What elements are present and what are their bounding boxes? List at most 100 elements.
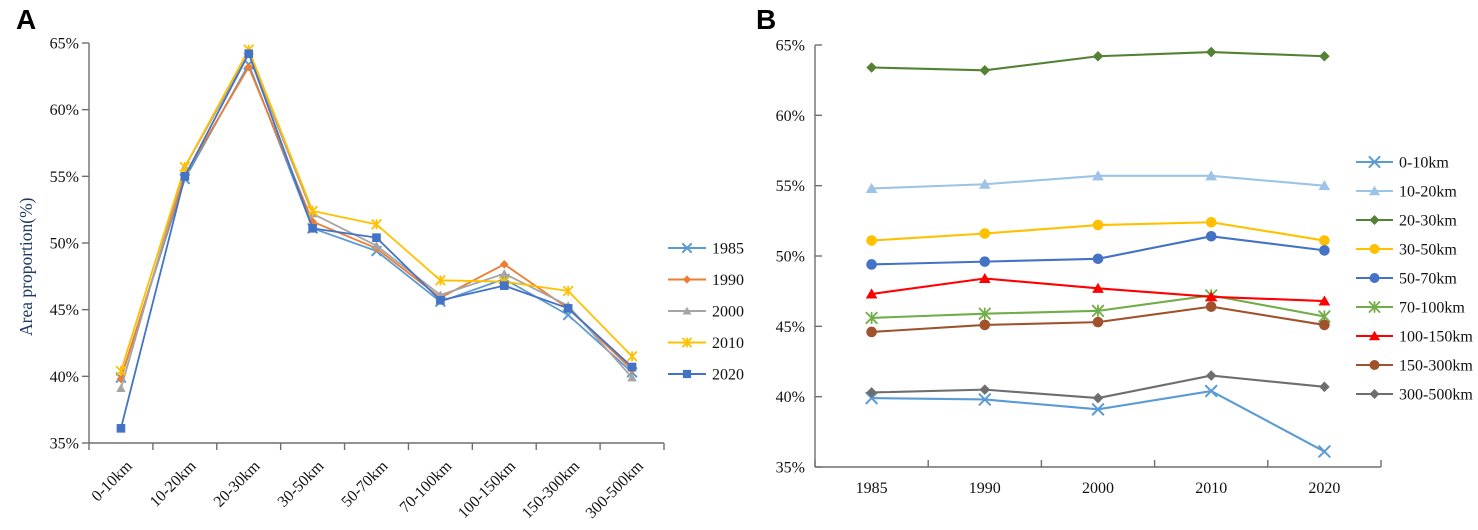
x-axis-tick-label: 70-100km <box>397 457 456 516</box>
series-marker-diamond <box>866 62 877 73</box>
legend-item-label: 150-300km <box>1399 358 1473 375</box>
series-marker-diamond <box>308 217 317 226</box>
series-marker-star <box>115 365 127 377</box>
panel-a-label: A <box>16 4 37 35</box>
series-marker-square <box>436 296 445 305</box>
legend-item-label: 0-10km <box>1399 155 1449 172</box>
legend-item-label: 2020 <box>712 367 744 384</box>
series-marker-circle <box>1092 316 1104 328</box>
series-line-2010 <box>120 48 633 372</box>
series-marker-circle <box>1092 219 1104 231</box>
series-marker-diamond <box>979 65 991 76</box>
series-marker-square <box>116 424 126 433</box>
series-marker-square <box>499 281 509 290</box>
series-marker-circle <box>1369 359 1380 371</box>
series-marker-circle <box>866 259 877 270</box>
y-axis-tick-label: 55% <box>776 178 805 195</box>
x-axis-tick-label: 150-300km <box>519 457 584 522</box>
x-axis-tick-label: 300-500km <box>583 457 648 522</box>
series-marker-star <box>435 275 446 286</box>
series-marker-diamond <box>1369 388 1380 400</box>
series-marker-circle <box>1369 243 1380 255</box>
series-marker-triangle <box>865 182 878 193</box>
series-marker-triangle <box>682 306 692 315</box>
series-marker-circle <box>1205 231 1217 242</box>
legend-item-label: 10-20km <box>1399 184 1457 201</box>
series-marker-circle <box>1319 235 1330 246</box>
series-marker-diamond <box>244 62 254 72</box>
series-marker-star <box>978 307 991 320</box>
y-axis-tick-label: 65% <box>50 36 79 53</box>
y-axis-tick-label: 60% <box>776 108 805 125</box>
y-axis-tick-label: 50% <box>776 249 805 266</box>
series-marker-triangle <box>1205 170 1218 181</box>
x-axis-tick-label: 20-30km <box>211 457 264 510</box>
series-marker-circle <box>1092 253 1104 265</box>
series-marker-diamond <box>1092 50 1104 62</box>
legend-item-label: 2010 <box>712 335 744 352</box>
x-axis-tick-label: 2000 <box>1082 480 1114 497</box>
panel-b-label: B <box>756 4 777 35</box>
series-marker-square <box>627 362 637 372</box>
series-marker-square <box>244 49 254 58</box>
x-axis-tick-label: 1990 <box>969 480 1001 497</box>
series-marker-circle <box>866 326 877 338</box>
series-marker-square <box>308 224 317 233</box>
legend-item-label: 70-100km <box>1399 300 1465 317</box>
series-marker-square <box>180 172 190 181</box>
y-axis-tick-label: 45% <box>50 302 79 319</box>
series-marker-triangle <box>978 272 991 284</box>
y-axis-tick-label: 40% <box>50 369 79 386</box>
legend-item-label: 2000 <box>712 304 744 321</box>
series-marker-star <box>682 337 692 348</box>
series-marker-triangle <box>865 288 878 299</box>
legend-item-label: 30-50km <box>1399 242 1457 259</box>
series-marker-diamond <box>1319 381 1330 393</box>
series-marker-circle <box>979 319 991 331</box>
y-axis-tick-label: 60% <box>50 102 79 119</box>
y-axis-tick-label: 50% <box>50 236 79 253</box>
legend-item-label: 1990 <box>712 272 744 289</box>
x-axis-tick-label: 2010 <box>1195 480 1227 497</box>
series-marker-square <box>563 304 573 313</box>
series-marker-triangle <box>371 241 382 250</box>
series-marker-diamond <box>499 260 509 269</box>
series-marker-triangle <box>499 269 510 278</box>
y-axis-tick-label: 45% <box>776 319 805 336</box>
series-marker-triangle <box>1318 295 1331 306</box>
series-marker-x <box>681 242 693 254</box>
series-marker-star <box>865 311 878 325</box>
series-marker-x <box>865 391 878 405</box>
chart-b: 35% 40% 45% 50% 55% 60% 65% 1985 1990 2000 2010 202… <box>776 38 1474 498</box>
x-axis-tick-label: 30-50km <box>275 457 328 510</box>
series-marker-diamond <box>1319 50 1330 62</box>
series-marker-triangle <box>1318 180 1331 191</box>
series-marker-triangle <box>1092 282 1104 293</box>
series-marker-diamond <box>682 275 692 284</box>
series-marker-circle <box>866 235 877 246</box>
series-marker-triangle <box>1205 291 1218 302</box>
series-marker-diamond <box>1092 392 1104 404</box>
series-marker-x <box>978 393 992 406</box>
series-marker-x <box>1368 155 1381 169</box>
legend-item-label: 50-70km <box>1399 271 1457 288</box>
x-axis-tick-label: 1985 <box>856 480 888 497</box>
series-marker-circle <box>1205 216 1217 228</box>
series-marker-square <box>682 369 692 379</box>
series-marker-star <box>626 351 638 362</box>
series-marker-circle <box>979 228 991 239</box>
series-marker-x <box>1204 384 1218 398</box>
series-marker-triangle <box>1092 170 1104 181</box>
y-axis-tick-label: 35% <box>50 436 79 453</box>
series-marker-circle <box>979 256 991 267</box>
series-marker-triangle <box>978 178 991 189</box>
series-marker-circle <box>1319 245 1330 256</box>
series-marker-circle <box>1369 272 1380 284</box>
series-marker-star <box>371 219 382 230</box>
series-marker-triangle <box>1368 330 1381 341</box>
legend-item-label: 100-150km <box>1399 329 1473 346</box>
legend-item-label: 1985 <box>712 241 744 258</box>
series-marker-circle <box>1205 301 1217 312</box>
y-axis-tick-label: 35% <box>776 460 805 477</box>
